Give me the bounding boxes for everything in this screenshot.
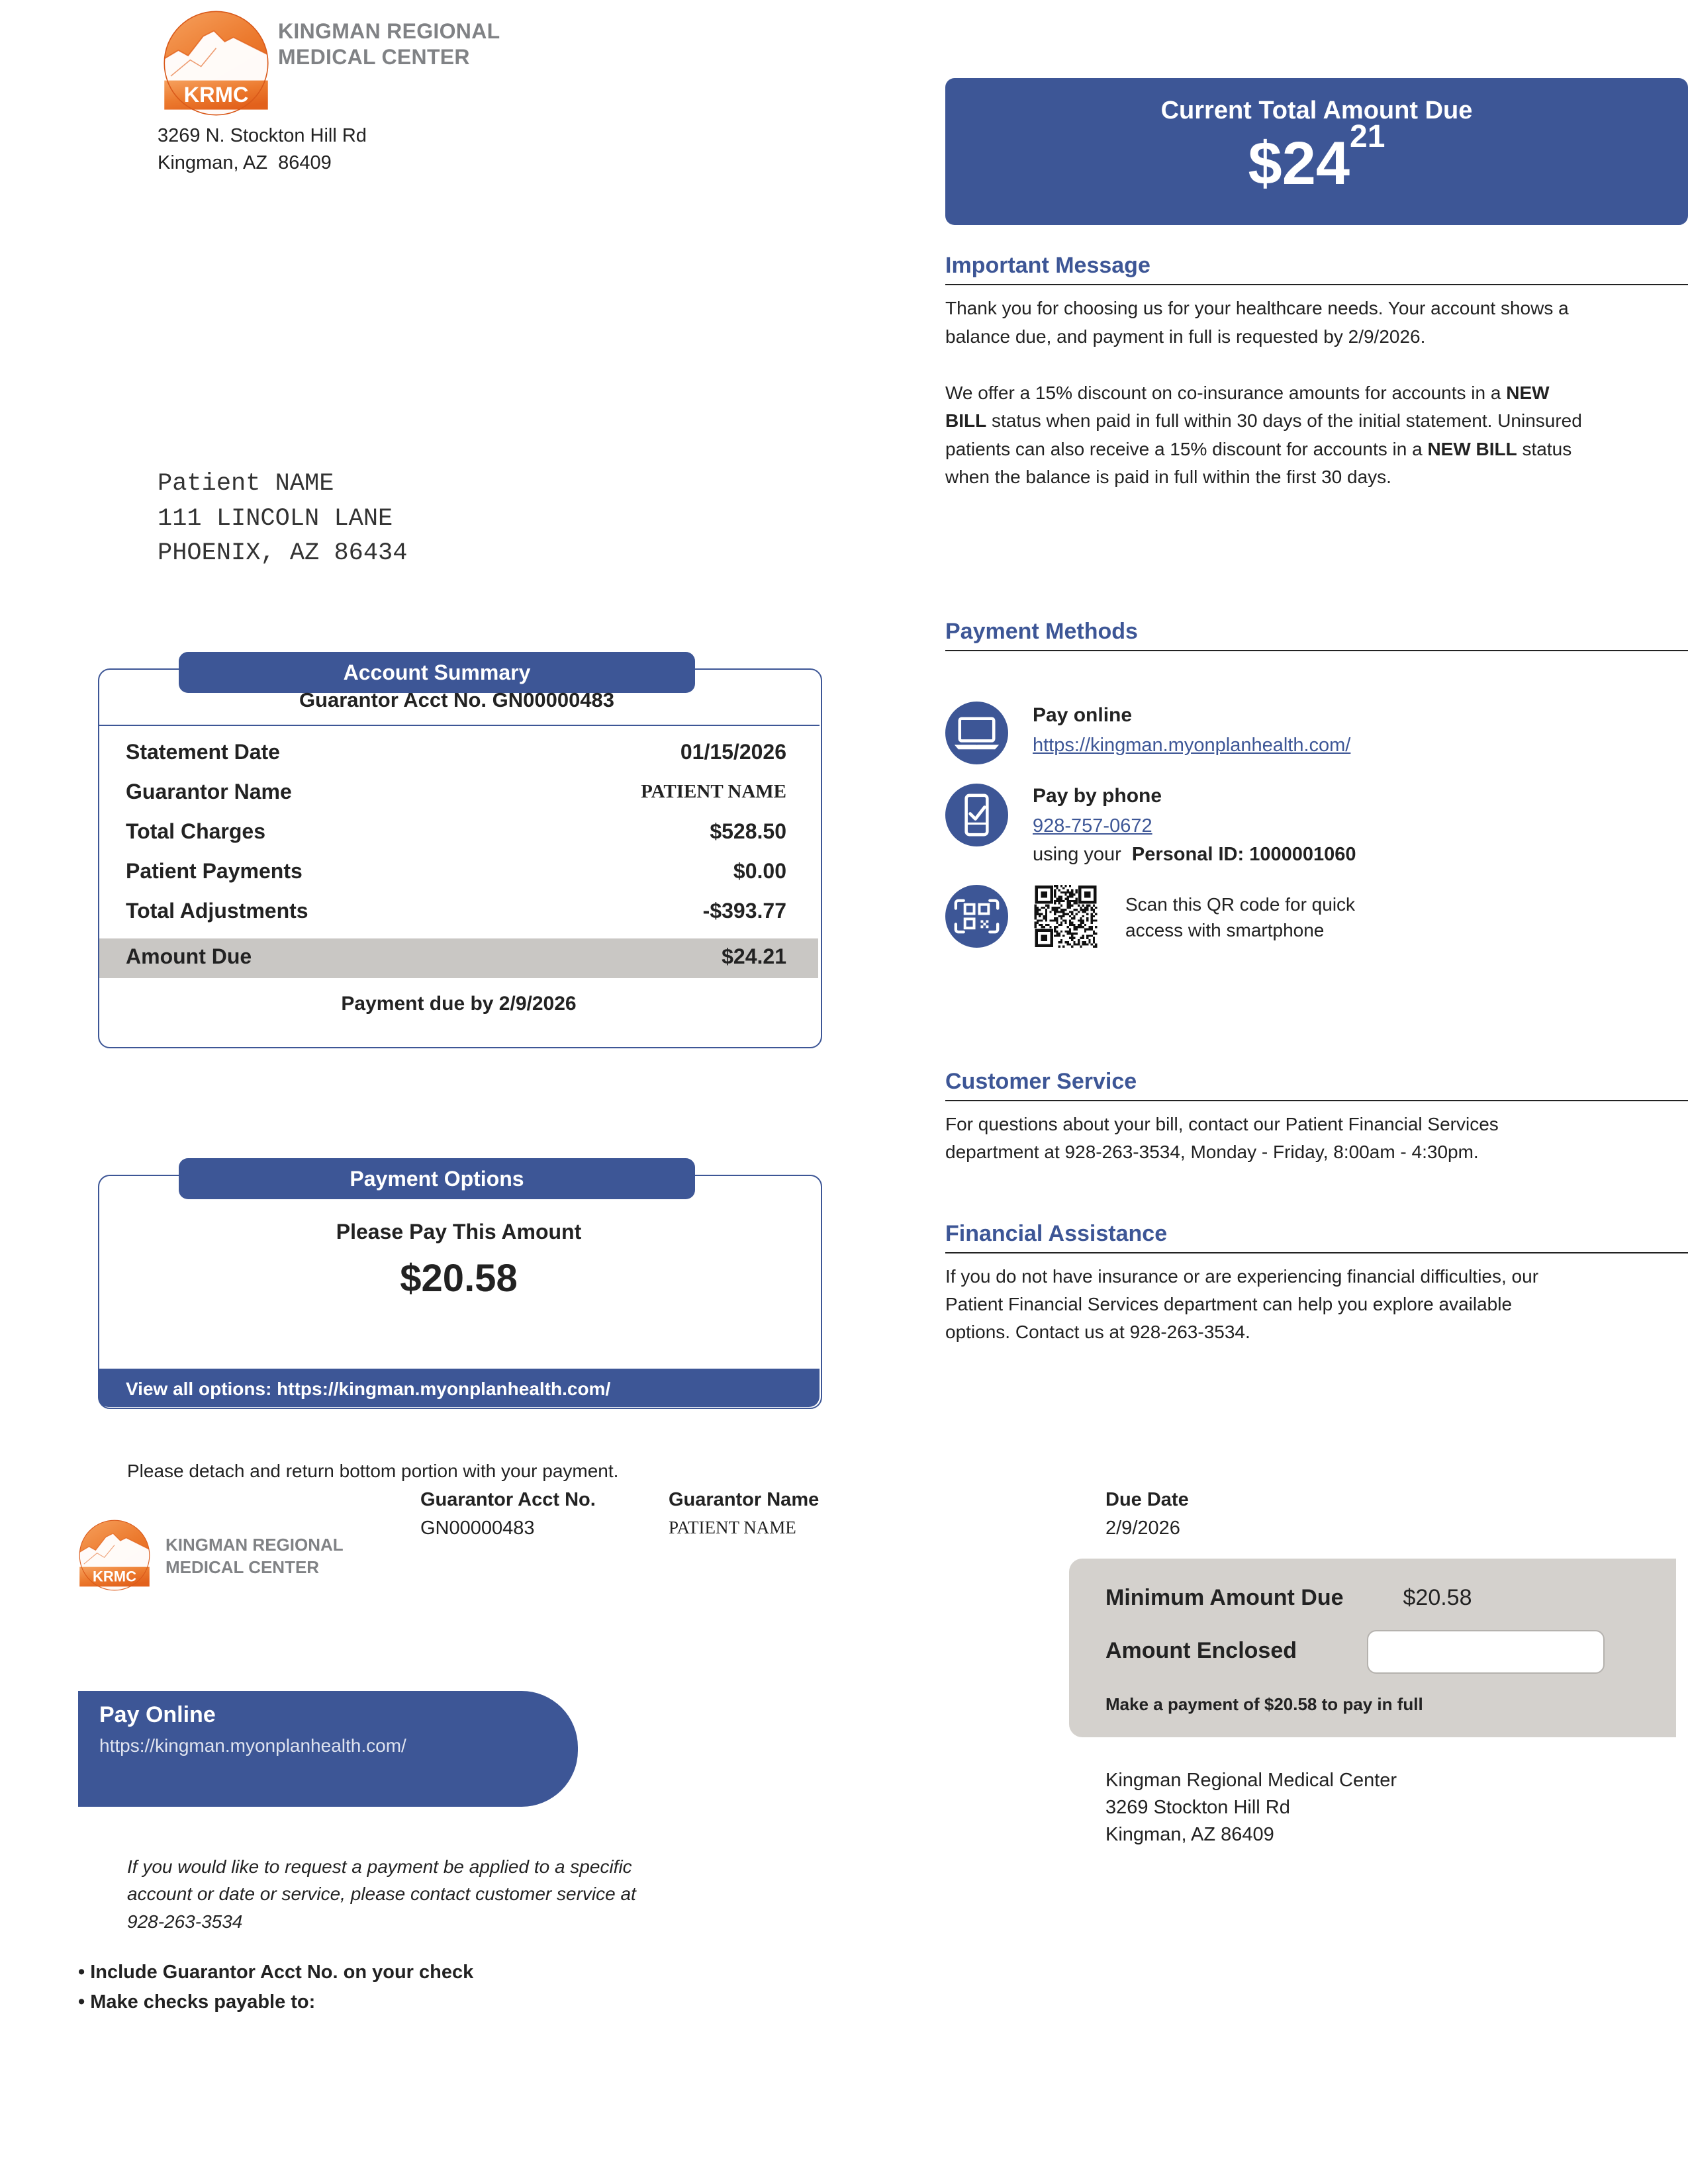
svg-text:KRMC: KRMC [93, 1569, 136, 1585]
svg-text:KRMC: KRMC [184, 82, 249, 107]
